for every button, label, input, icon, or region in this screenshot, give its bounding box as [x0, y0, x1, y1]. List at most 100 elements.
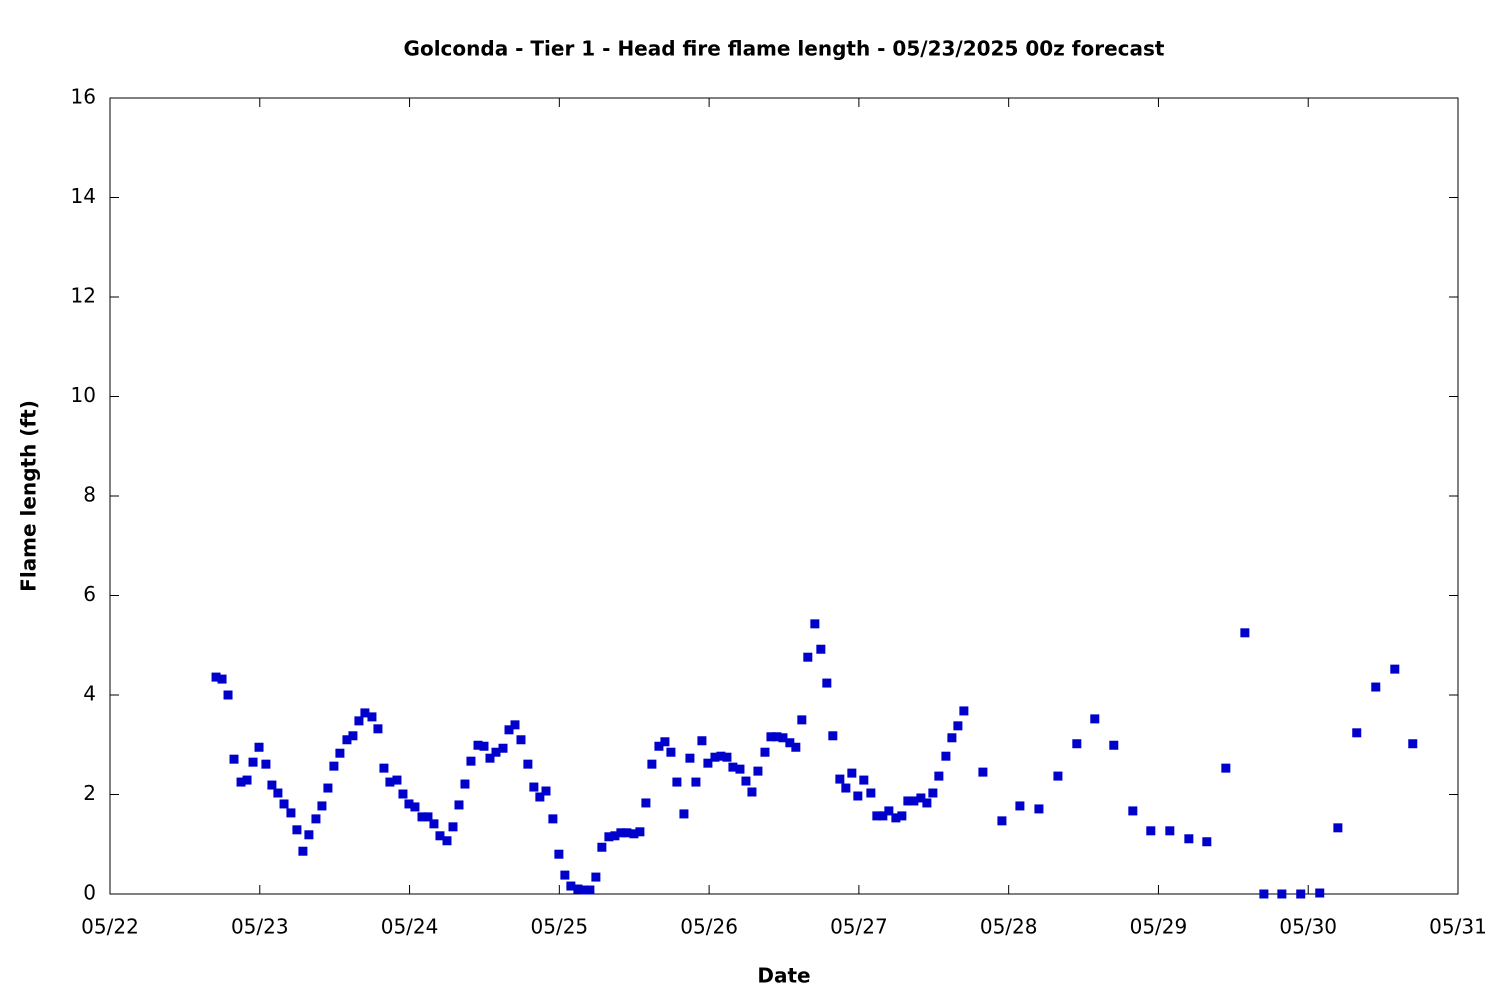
chart-title: Golconda - Tier 1 - Head fire flame leng…: [404, 37, 1165, 61]
point: [635, 827, 645, 837]
point: [448, 822, 458, 832]
point: [554, 849, 564, 859]
y-axis-label: Flame length (ft): [17, 400, 41, 592]
point: [360, 708, 370, 718]
point: [666, 747, 676, 757]
point: [535, 792, 545, 802]
point: [323, 783, 333, 793]
point: [548, 814, 558, 824]
y-tick-label: 0: [83, 881, 96, 905]
point: [822, 678, 832, 688]
point: [1202, 837, 1212, 847]
point: [398, 789, 408, 799]
x-tick-label: 05/27: [830, 915, 888, 939]
point: [498, 743, 508, 753]
point: [254, 742, 264, 752]
point: [279, 799, 289, 809]
point: [735, 764, 745, 774]
point: [884, 806, 894, 816]
x-tick-label: 05/25: [531, 915, 589, 939]
x-tick-label: 05/22: [81, 915, 139, 939]
point: [1371, 682, 1381, 692]
point: [404, 799, 414, 809]
point: [679, 809, 689, 819]
point: [286, 808, 296, 818]
point: [934, 771, 944, 781]
y-tick-label: 4: [83, 682, 96, 706]
point: [953, 721, 963, 731]
point: [685, 753, 695, 763]
point: [753, 766, 763, 776]
point: [560, 870, 570, 880]
point: [473, 740, 483, 750]
point: [442, 836, 452, 846]
y-tick-label: 10: [71, 383, 96, 407]
point: [410, 802, 420, 812]
point: [791, 742, 801, 752]
point: [760, 747, 770, 757]
point: [891, 813, 901, 823]
point: [1333, 823, 1343, 833]
point: [273, 788, 283, 798]
point: [697, 736, 707, 746]
point: [1315, 888, 1325, 898]
point: [510, 720, 520, 730]
x-tick-label: 05/30: [1279, 915, 1337, 939]
point: [504, 725, 514, 735]
point: [947, 733, 957, 743]
point: [454, 800, 464, 810]
point: [810, 619, 820, 629]
point: [835, 774, 845, 784]
point: [1408, 739, 1418, 749]
point: [223, 690, 233, 700]
point: [872, 811, 882, 821]
point: [928, 788, 938, 798]
point: [1296, 889, 1306, 899]
point: [317, 801, 327, 811]
x-tick-label: 05/29: [1130, 915, 1188, 939]
point: [604, 832, 614, 842]
point: [379, 763, 389, 773]
point: [691, 777, 701, 787]
point: [597, 842, 607, 852]
point: [460, 779, 470, 789]
point: [248, 757, 258, 767]
point: [909, 796, 919, 806]
point: [1184, 834, 1194, 844]
point: [1146, 826, 1156, 836]
point: [647, 759, 657, 769]
point: [622, 828, 632, 838]
point: [741, 776, 751, 786]
point: [1109, 740, 1119, 750]
point: [816, 644, 826, 654]
point: [491, 747, 501, 757]
point: [516, 735, 526, 745]
point: [641, 798, 651, 808]
point: [1090, 714, 1100, 724]
point: [853, 791, 863, 801]
point: [242, 775, 252, 785]
point: [1390, 664, 1400, 674]
point: [267, 780, 277, 790]
y-tick-label: 6: [83, 582, 96, 606]
point: [997, 816, 1007, 826]
y-tick-label: 2: [83, 781, 96, 805]
point: [1277, 889, 1287, 899]
point: [797, 715, 807, 725]
point: [211, 672, 221, 682]
point: [479, 741, 489, 751]
point: [847, 768, 857, 778]
point: [841, 783, 851, 793]
point: [916, 793, 926, 803]
point: [828, 731, 838, 741]
point: [579, 885, 589, 895]
point: [660, 737, 670, 747]
point: [716, 751, 726, 761]
point: [629, 829, 639, 839]
point: [766, 732, 776, 742]
point: [897, 811, 907, 821]
x-tick-label: 05/24: [381, 915, 439, 939]
x-tick-label: 05/28: [980, 915, 1038, 939]
point: [959, 706, 969, 716]
